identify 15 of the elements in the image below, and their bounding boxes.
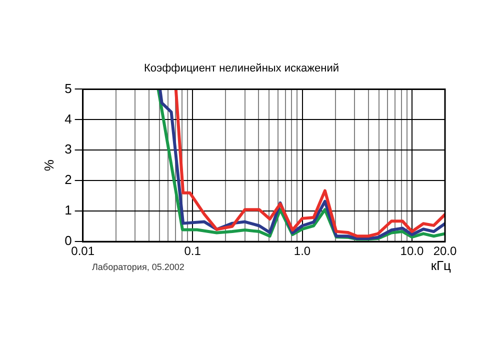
- x-tick-label: 1.0: [294, 244, 311, 258]
- y-tick-label: 2: [64, 172, 72, 188]
- x-tick-label: 20.0: [433, 244, 457, 258]
- x-tick-label: 10.0: [400, 244, 424, 258]
- y-tick-label: 5: [64, 80, 72, 96]
- y-tick-label: 4: [64, 111, 72, 126]
- x-axis-title: кГц: [430, 258, 452, 273]
- text: Лаборатория, 05.2002: [92, 262, 184, 272]
- x-tick-label: 0.1: [184, 244, 202, 258]
- y-tick-label: 1: [64, 202, 72, 218]
- x-tick-label: 0.01: [71, 244, 95, 258]
- y-tick-label: 3: [64, 142, 72, 157]
- y-tick-label: 0: [64, 233, 72, 248]
- y-axis-title: %: [41, 159, 56, 172]
- chart-title: Коэффициент нелинейных искажений: [144, 62, 340, 75]
